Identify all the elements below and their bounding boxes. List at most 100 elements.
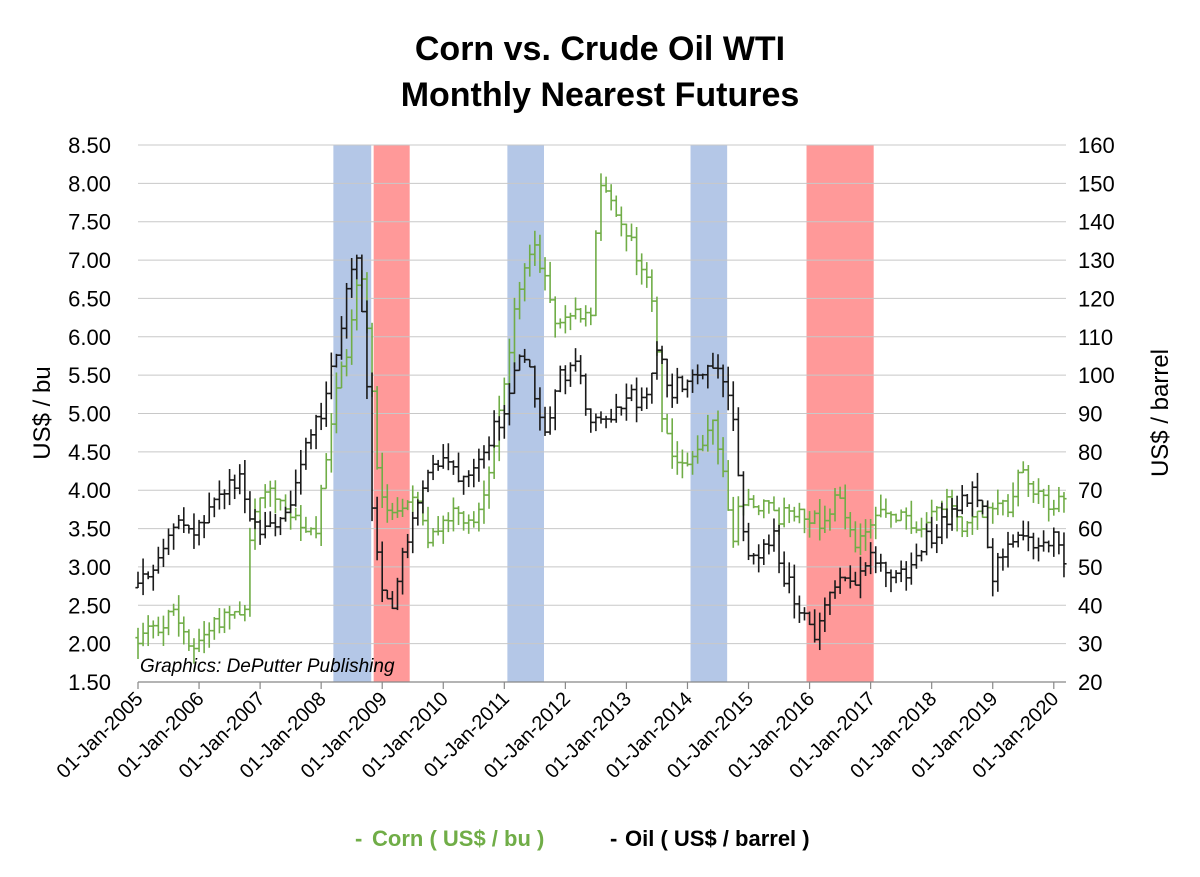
ohlc-bar <box>445 443 451 471</box>
ohlc-bar <box>923 523 930 556</box>
ohlc-bar <box>277 517 284 536</box>
ohlc-bar <box>410 485 416 514</box>
ohlc-bar <box>160 615 167 646</box>
ohlc-bar <box>990 502 996 524</box>
ohlc-bar <box>806 511 813 538</box>
ohlc-bar <box>145 615 151 647</box>
ohlc-bar <box>476 448 482 482</box>
ohlc-bar <box>369 372 375 522</box>
ohlc-bar <box>1030 532 1037 560</box>
ohlc-bar <box>288 490 294 514</box>
ohlc-bar <box>430 528 436 547</box>
ohlc-bar <box>1035 537 1042 562</box>
ohlc-bar <box>216 480 223 510</box>
ohlc-bar <box>354 254 360 280</box>
ohlc-bar <box>695 364 701 385</box>
ohlc-bar <box>781 497 787 528</box>
ohlc-bar <box>593 413 599 432</box>
ohlc-bar <box>837 486 843 499</box>
ohlc-bar <box>486 466 492 509</box>
ohlc-bar <box>801 607 808 621</box>
ohlc-bar <box>684 379 691 398</box>
ohlc-bar <box>1010 534 1016 548</box>
ohlc-bar <box>262 511 268 539</box>
ohlc-bar <box>150 620 156 639</box>
ohlc-bar <box>908 500 914 534</box>
ohlc-bar <box>1000 499 1006 516</box>
ohlc-bar <box>547 261 553 303</box>
ohlc-bar <box>394 497 401 518</box>
ohlc-bar <box>552 389 558 431</box>
y-right-tick-label: 140 <box>1078 210 1115 235</box>
ohlc-bar <box>445 512 451 533</box>
ohlc-bar <box>262 484 268 509</box>
ohlc-bar <box>786 562 792 594</box>
ohlc-bar <box>410 511 416 554</box>
ohlc-bar <box>191 638 197 664</box>
ohlc-bar <box>232 474 238 500</box>
ohlc-bar <box>695 435 701 464</box>
ohlc-bar <box>257 497 263 521</box>
ohlc-bar <box>725 460 731 511</box>
ohlc-bar <box>598 411 604 424</box>
ohlc-bar <box>226 605 233 630</box>
ohlc-bar <box>277 498 284 511</box>
ohlc-bar <box>552 296 558 338</box>
ohlc-bar <box>379 541 385 603</box>
y-left-tick-label: 1.50 <box>68 670 111 695</box>
ohlc-bar <box>374 386 380 470</box>
ohlc-bar <box>1056 531 1062 555</box>
ohlc-bar <box>308 527 314 536</box>
ohlc-bar <box>1041 488 1047 508</box>
ohlc-bar <box>598 173 604 241</box>
ohlc-bar <box>756 505 762 516</box>
ohlc-bar <box>633 226 640 276</box>
y-right-tick-label: 110 <box>1078 325 1113 350</box>
ohlc-bar <box>817 499 823 541</box>
ohlc-bar <box>165 528 172 555</box>
ohlc-bar <box>471 458 477 488</box>
ohlc-bar <box>405 533 411 559</box>
ohlc-bar <box>572 348 579 372</box>
ohlc-bar <box>150 564 156 591</box>
ohlc-bar <box>338 361 345 389</box>
ohlc-bar <box>1051 527 1057 557</box>
ohlc-bar <box>608 408 614 423</box>
ohlc-bar <box>842 576 848 582</box>
ohlc-bar <box>511 297 518 369</box>
ohlc-bar <box>486 436 492 461</box>
ohlc-bar <box>135 571 141 589</box>
ohlc-bar <box>226 468 233 506</box>
y-left-tick-label: 2.50 <box>68 593 111 618</box>
ohlc-bar <box>908 552 914 585</box>
ohlc-bar <box>674 441 680 475</box>
ohlc-bar <box>1020 461 1026 474</box>
ohlc-bar <box>481 445 487 469</box>
ohlc-bar <box>532 230 538 266</box>
ohlc-bar <box>715 410 721 465</box>
ohlc-bar <box>873 506 879 540</box>
legend-corn-label: Corn ( US$ / bu ) <box>372 826 544 851</box>
ohlc-bar <box>623 223 630 252</box>
ohlc-bar <box>1020 520 1026 541</box>
ohlc-bar <box>501 405 507 439</box>
ohlc-bar <box>776 524 782 574</box>
ohlc-bar <box>674 367 680 404</box>
chart-subtitle: Monthly Nearest Futures <box>401 76 800 114</box>
y-right-tick-label: 70 <box>1078 478 1102 503</box>
y-left-tick-label: 5.00 <box>68 402 111 427</box>
ohlc-bar <box>349 257 355 298</box>
ohlc-bar <box>430 454 436 481</box>
ohlc-bar <box>242 604 248 622</box>
y-right-tick-label: 40 <box>1078 593 1102 618</box>
ohlc-bar <box>578 355 584 385</box>
ohlc-bar <box>1061 532 1067 578</box>
ohlc-bar <box>343 349 350 377</box>
ohlc-bar <box>878 553 884 572</box>
ohlc-bar <box>817 612 823 651</box>
ohlc-bar <box>206 492 212 524</box>
ohlc-bar <box>221 489 228 510</box>
ohlc-bar <box>893 570 899 584</box>
ohlc-bar <box>644 262 650 288</box>
ohlc-bar <box>751 553 757 565</box>
